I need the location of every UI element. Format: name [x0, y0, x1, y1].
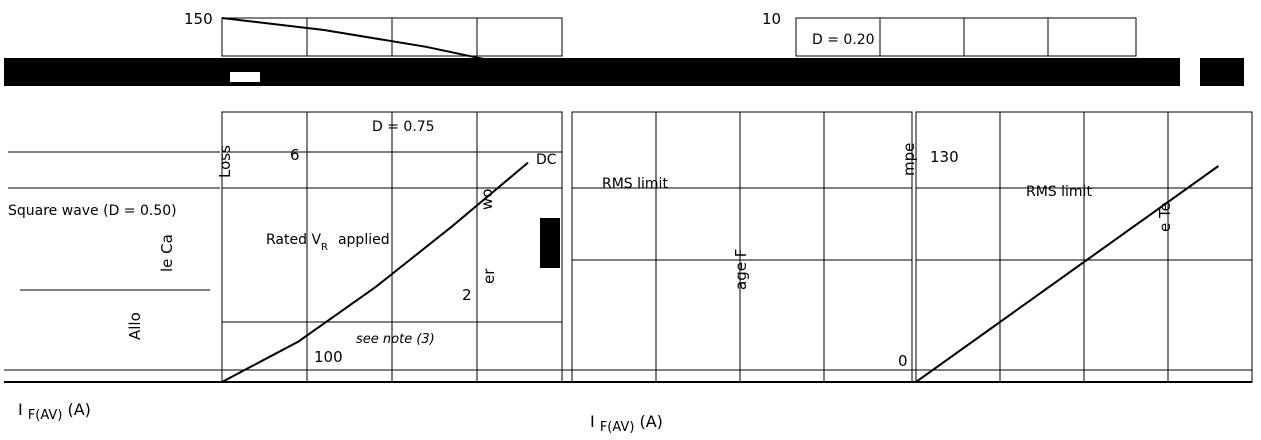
- y-axis-label: Loss: [216, 145, 234, 178]
- band-gap: [230, 72, 260, 82]
- annotation-rms-limit: RMS limit: [1026, 184, 1092, 200]
- middle-center-plot: 6 2 100 D = 0.75 DC Rated VR applied see …: [221, 111, 563, 383]
- x-axis-label-center-sub: F(AV): [599, 420, 635, 436]
- overlap-artifact: [540, 218, 560, 268]
- y-axis-label: le Ca: [158, 234, 176, 272]
- series-line: [221, 17, 529, 70]
- x-axis-label-left-main: I: [18, 400, 23, 419]
- annotation-rated-vr-main: Rated V: [266, 232, 321, 248]
- annotation-square-wave: Square wave (D = 0.50): [8, 203, 177, 219]
- series-line: [221, 161, 529, 383]
- annotation-dc: DC: [536, 152, 557, 168]
- x-axis-label-center-main: I: [590, 412, 595, 431]
- upper-right-plot: 10 D = 0.20: [762, 10, 1137, 57]
- x-axis-label-center: I F(AV) (A): [590, 412, 663, 435]
- series-line: [915, 165, 1219, 383]
- y-tick-label: 150: [184, 10, 213, 28]
- x-axis-label-center-unit: (A): [639, 412, 663, 431]
- annotation-duty-020: D = 0.20: [812, 32, 875, 48]
- middle-left-plot: Loss le Ca Allo Square wave (D = 0.50): [8, 145, 234, 340]
- y-tick-label: 130: [930, 148, 959, 166]
- middle-right-plot: RMS limit age F: [571, 111, 913, 383]
- y-tick-label: 10: [762, 10, 781, 28]
- middle-right-plot-frame: [571, 111, 913, 383]
- series-layer: [221, 17, 1219, 383]
- y-axis-label: e Te: [1156, 202, 1174, 232]
- x-axis-label-left: I F(AV) (A): [18, 400, 91, 423]
- annotation-see-note: see note (3): [356, 332, 435, 347]
- annotation-rated-vr: Rated VR applied: [266, 232, 390, 253]
- overlap-band: [4, 58, 1244, 86]
- y-tick-label: 0: [898, 352, 908, 370]
- y-axis-label: er: [480, 268, 498, 284]
- annotation-duty-075: D = 0.75: [372, 119, 435, 135]
- annotation-rms-limit: RMS limit: [602, 176, 668, 192]
- x-axis-label-left-unit: (A): [67, 400, 91, 419]
- y-tick-label: 6: [290, 146, 300, 164]
- far-right-plot: 130 0 mpe e Te RMS limit: [898, 111, 1253, 383]
- band-gap: [1180, 58, 1200, 86]
- annotation-rated-vr-sub: R: [321, 242, 328, 253]
- x-axis-label-left-sub: F(AV): [27, 408, 63, 424]
- y-tick-label: 2: [462, 286, 472, 304]
- y-axis-label: Allo: [126, 312, 144, 340]
- annotation-rated-vr-applied: applied: [338, 232, 390, 248]
- y-axis-label: mpe: [900, 143, 918, 176]
- y-tick-label: 100: [314, 348, 343, 366]
- upper-left-plot: 150: [184, 10, 563, 57]
- upper-right-plot-frame: [795, 17, 1137, 57]
- y-axis-label: age F: [732, 249, 750, 290]
